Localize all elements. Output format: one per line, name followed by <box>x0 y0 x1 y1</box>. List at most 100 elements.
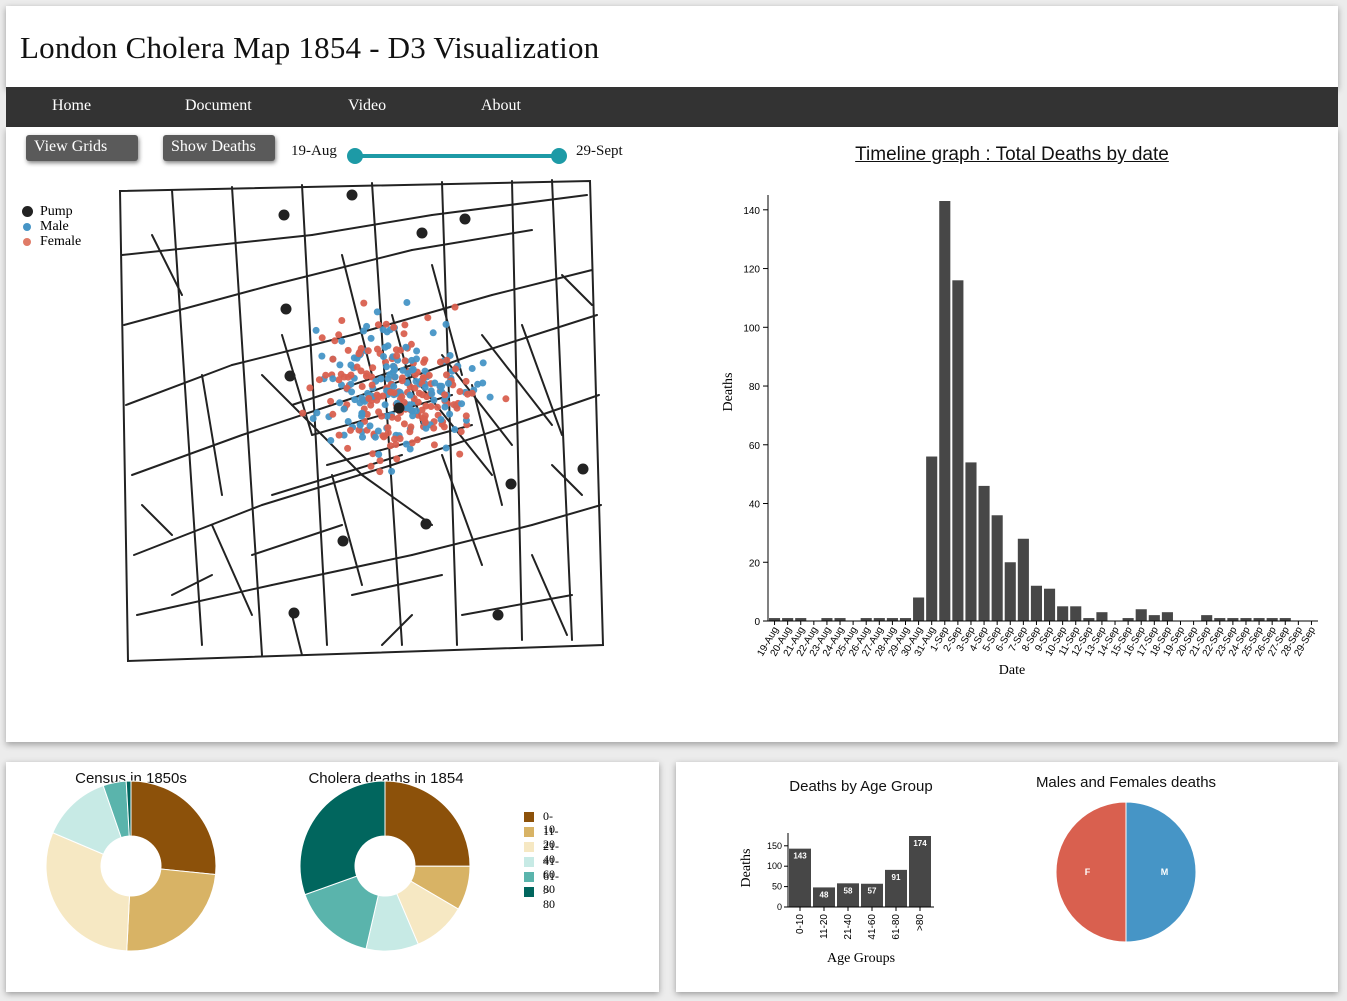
street-31 <box>281 334 313 436</box>
slider-end-label: 29-Sept <box>576 143 623 159</box>
street-0 <box>121 234 313 256</box>
death-marker <box>468 365 476 372</box>
timeline-y-tick-label: 60 <box>749 441 761 452</box>
death-marker <box>371 433 379 441</box>
timeline-ylabel: Deaths <box>721 373 736 412</box>
street-2 <box>431 194 588 216</box>
timeline-bar <box>1201 615 1213 621</box>
show-deaths-button[interactable]: Show Deaths <box>163 135 275 161</box>
timeline-bar <box>1227 618 1239 621</box>
age-bar-value-label: 57 <box>868 887 877 896</box>
timeline-bar <box>952 280 964 621</box>
timeline-bar <box>1214 618 1226 621</box>
census-slice <box>126 868 217 952</box>
death-marker <box>442 320 450 328</box>
pump-1 <box>278 209 290 221</box>
death-marker <box>391 373 399 381</box>
death-marker <box>400 420 408 428</box>
death-marker <box>431 379 439 387</box>
cholera-deaths-slice <box>304 875 379 950</box>
street-10 <box>131 434 243 476</box>
nav-video[interactable]: Video <box>348 97 387 114</box>
death-marker <box>486 393 494 401</box>
pump-6 <box>393 402 405 414</box>
death-marker <box>403 299 411 306</box>
timeline-bar <box>821 618 833 621</box>
death-marker <box>347 426 354 434</box>
female-marker-icon <box>23 238 31 246</box>
legend-swatch <box>524 827 534 837</box>
legend-female-label: Female <box>40 234 82 249</box>
death-marker <box>375 408 383 416</box>
timeline-bar <box>1279 618 1291 621</box>
death-marker <box>329 410 337 418</box>
street-32 <box>341 254 373 376</box>
street-41 <box>261 374 363 476</box>
death-marker <box>335 331 343 339</box>
street-28 <box>551 179 573 641</box>
death-marker <box>427 403 435 410</box>
street-36 <box>521 324 563 436</box>
death-marker <box>313 409 321 417</box>
legend-label: 21-40 <box>543 839 559 866</box>
death-marker <box>419 391 426 399</box>
death-marker <box>379 432 387 440</box>
gender-slice-label: M <box>1161 867 1169 877</box>
nav-document[interactable]: Document <box>185 97 252 114</box>
age-gender-panel: Deaths by Age Group Males and Females de… <box>676 762 1338 992</box>
death-marker <box>340 431 348 439</box>
age-groups-title: Deaths by Age Group <box>789 778 933 795</box>
cholera-map[interactable] <box>112 175 608 665</box>
age-pie-panel: Census in 1850s Cholera deaths in 1854 0… <box>6 762 659 992</box>
cholera-deaths-donut <box>299 780 471 952</box>
age-bar-value-label: 143 <box>793 852 807 861</box>
death-marker <box>329 375 337 383</box>
cholera-deaths-slice <box>299 780 386 896</box>
street-8 <box>351 294 493 336</box>
death-marker <box>446 410 454 418</box>
slider-end-handle[interactable] <box>551 148 567 164</box>
pump-12 <box>492 609 504 621</box>
timeline-bar <box>886 618 898 621</box>
timeline-bar <box>1266 618 1278 621</box>
nav-home[interactable]: Home <box>52 97 92 114</box>
death-marker <box>422 424 430 432</box>
death-marker <box>353 363 361 371</box>
death-marker <box>441 403 449 411</box>
view-grids-button[interactable]: View Grids <box>26 135 138 161</box>
death-marker <box>309 415 317 422</box>
street-30 <box>201 374 223 496</box>
death-marker <box>382 320 390 328</box>
timeline-bar <box>795 618 807 621</box>
timeline-bar <box>1253 618 1265 621</box>
death-marker <box>406 428 414 436</box>
death-marker <box>373 391 381 399</box>
timeline-bar <box>1057 606 1069 621</box>
death-marker <box>413 436 421 444</box>
death-marker <box>402 343 410 351</box>
street-14 <box>133 504 263 556</box>
death-marker <box>436 358 444 366</box>
street-39 <box>441 454 483 566</box>
death-marker <box>364 347 372 355</box>
death-marker <box>355 350 363 358</box>
slider-start-handle[interactable] <box>347 148 363 164</box>
slider-start-label: 19-Aug <box>291 143 337 159</box>
age-bar <box>789 848 811 907</box>
legend-label: 0-10 <box>543 809 555 836</box>
timeline-bar <box>1044 588 1056 621</box>
death-marker <box>344 346 352 354</box>
timeline-bar <box>913 597 925 621</box>
date-slider-track[interactable] <box>355 154 560 158</box>
death-marker <box>393 352 401 360</box>
nav-about[interactable]: About <box>481 97 521 114</box>
death-marker <box>363 370 371 378</box>
death-marker <box>419 374 427 382</box>
death-marker <box>412 377 420 385</box>
death-marker <box>437 416 445 423</box>
age-bar <box>861 883 883 907</box>
death-marker <box>312 326 320 334</box>
death-marker <box>351 396 359 404</box>
street-18 <box>136 584 273 616</box>
